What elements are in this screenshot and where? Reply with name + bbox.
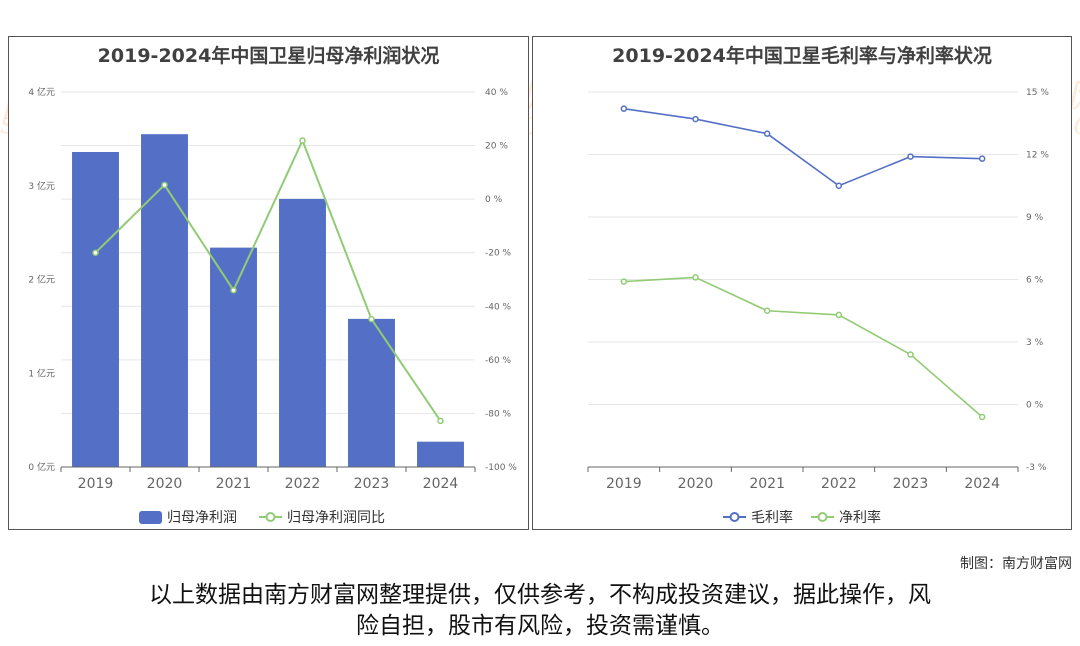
x-tick-label: 2022 bbox=[285, 476, 321, 492]
legend-label: 归母净利润同比 bbox=[287, 509, 385, 526]
y-left-tick-label: 0 亿元 bbox=[28, 461, 55, 473]
line-point bbox=[835, 182, 843, 189]
x-tick-label: 2021 bbox=[216, 476, 252, 492]
line-point bbox=[299, 137, 306, 144]
y-left-tick-label: 4 亿元 bbox=[28, 86, 55, 98]
y-right-tick-label: 15 % bbox=[1026, 88, 1049, 98]
x-tick-label: 2020 bbox=[678, 476, 714, 492]
x-tick-label: 2020 bbox=[147, 476, 183, 492]
line-point bbox=[907, 153, 914, 160]
net-profit-chart: -100 % -80 % -60 % -40 % -20 % 0 % 20 % 40 % 0 亿… bbox=[28, 86, 517, 526]
legend-swatch bbox=[139, 511, 162, 524]
chart-credit: 制图：南方财富网 bbox=[960, 556, 1072, 572]
chart-title: 2019-2024年中国卫星毛利率与净利率状况 bbox=[612, 45, 992, 67]
margin-chart-panel: 2019-2024年中国卫星毛利率与净利率状况 -3 % 0 % 3 % 6 % 9 %… bbox=[532, 36, 1072, 530]
y-right-tick-label: -60 % bbox=[485, 356, 512, 366]
disclaimer-line: 以上数据由南方财富网整理提供，仅供参考，不构成投资建议，据此操作，风 bbox=[149, 582, 931, 608]
x-tick-label: 2022 bbox=[821, 476, 857, 492]
bar bbox=[72, 152, 119, 467]
net-profit-chart-panel: 2019-2024年中国卫星归母净利润状况 -100 % -80 % -60 % -4… bbox=[8, 36, 529, 530]
y-right-tick-label: -40 % bbox=[485, 302, 512, 312]
y-right-tick-label: 40 % bbox=[485, 88, 508, 98]
x-tick-label: 2023 bbox=[893, 476, 929, 492]
line-point bbox=[437, 417, 444, 425]
line-point bbox=[92, 249, 99, 256]
disclaimer-line: 险自担，股市有风险，投资需谨慎。 bbox=[356, 613, 724, 639]
y-right-tick-label: 3 % bbox=[1026, 338, 1044, 348]
line-point bbox=[763, 130, 771, 137]
line-point bbox=[230, 286, 237, 294]
line-point bbox=[620, 278, 628, 285]
line-point bbox=[161, 181, 168, 189]
y-right-tick-label: 6 % bbox=[1026, 276, 1044, 286]
line-point bbox=[620, 105, 628, 112]
legend-label: 毛利率 bbox=[751, 509, 793, 526]
disclaimer-text: 以上数据由南方财富网整理提供，仅供参考，不构成投资建议，据此操作，风 险自担，股… bbox=[40, 580, 1040, 642]
series-line bbox=[623, 107, 983, 187]
bar bbox=[210, 247, 257, 467]
x-tick-label: 2019 bbox=[606, 476, 642, 492]
legend-label: 归母净利润 bbox=[167, 509, 237, 526]
legend-swatch bbox=[265, 512, 276, 522]
y-right-tick-label: -3 % bbox=[1026, 463, 1047, 473]
x-tick-label: 2024 bbox=[964, 476, 1000, 492]
x-tick-label: 2023 bbox=[354, 476, 390, 492]
y-right-tick-label: 0 % bbox=[1026, 401, 1044, 411]
legend-swatch bbox=[729, 512, 740, 522]
line-point bbox=[763, 307, 771, 314]
line-point bbox=[978, 155, 986, 162]
y-right-tick-label: -100 % bbox=[485, 463, 517, 473]
legend-swatch bbox=[817, 512, 828, 522]
line-point bbox=[692, 115, 699, 123]
chart-title: 2019-2024年中国卫星归母净利润状况 bbox=[97, 45, 440, 67]
margin-chart: -3 % 0 % 3 % 6 % 9 % 12 % 15 % 2019 2020 2021 2022… bbox=[587, 88, 1049, 526]
bar bbox=[417, 441, 464, 467]
y-right-tick-label: -20 % bbox=[485, 249, 512, 259]
series-line bbox=[623, 276, 983, 418]
line-point bbox=[835, 311, 843, 319]
y-right-tick-label: 9 % bbox=[1026, 213, 1044, 223]
series-line bbox=[94, 137, 442, 422]
y-left-tick-label: 2 亿元 bbox=[28, 274, 55, 286]
legend-label: 净利率 bbox=[839, 509, 881, 526]
line-point bbox=[907, 351, 914, 358]
x-tick-label: 2019 bbox=[78, 476, 114, 492]
y-left-tick-label: 3 亿元 bbox=[28, 180, 55, 192]
y-right-tick-label: -80 % bbox=[485, 409, 512, 419]
line-point bbox=[368, 315, 375, 323]
line-point bbox=[692, 274, 699, 281]
x-tick-label: 2021 bbox=[749, 476, 785, 492]
bar bbox=[348, 318, 395, 467]
line-point bbox=[978, 413, 986, 421]
bar bbox=[141, 134, 188, 467]
y-right-tick-label: 0 % bbox=[485, 195, 503, 205]
x-tick-label: 2024 bbox=[423, 476, 459, 492]
bar bbox=[279, 198, 326, 467]
y-right-tick-label: 20 % bbox=[485, 142, 508, 152]
y-left-tick-label: 1 亿元 bbox=[28, 367, 55, 379]
y-right-tick-label: 12 % bbox=[1026, 151, 1049, 161]
